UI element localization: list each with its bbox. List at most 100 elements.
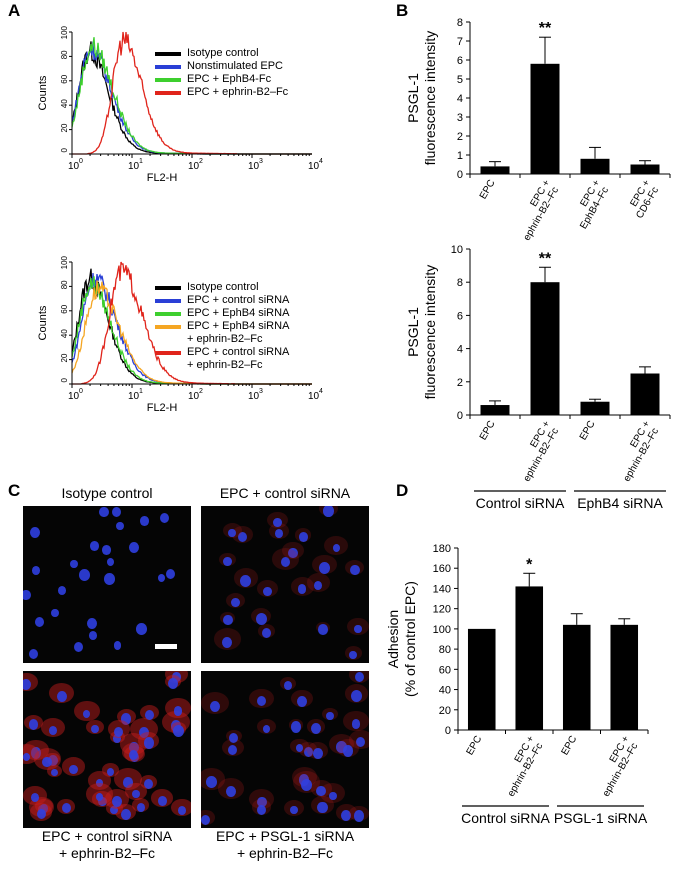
x-tick-exponent: 2 <box>199 158 203 165</box>
nucleus <box>86 618 98 630</box>
legend-label: EPC + control siRNA <box>187 346 290 358</box>
micrograph-control-sirna <box>201 506 369 663</box>
y-tick-label: 20 <box>60 123 69 132</box>
legend-swatch <box>155 312 181 316</box>
bar <box>630 373 660 415</box>
nucleus <box>297 695 308 707</box>
bar <box>580 158 610 174</box>
legend-label: Isotype control <box>187 281 259 293</box>
micrograph-control-sirna-ephrin <box>23 671 191 828</box>
group-label: PSGL-1 siRNA <box>554 810 648 826</box>
nucleus <box>341 809 352 821</box>
scale-bar <box>155 644 177 649</box>
nucleus <box>240 574 252 587</box>
nucleus <box>50 608 59 618</box>
bar-chart-b-bottom: 0 2 4 6 8 10 EPC ** EPC +ephrin-B2–Fc EPC EPC +eph… <box>405 244 671 511</box>
y-tick-label: 40 <box>60 329 69 338</box>
nucleus <box>95 779 103 788</box>
category-label-line: EPC <box>478 178 498 201</box>
legend-label: EPC + control siRNA <box>187 294 290 306</box>
bar <box>610 624 639 730</box>
nucleus <box>129 542 140 554</box>
nucleus <box>79 568 90 581</box>
nucleus <box>143 778 154 790</box>
nucleus <box>301 779 313 792</box>
x-tick-label: 10 <box>188 161 200 172</box>
legend-label: EPC + EphB4-Fc <box>187 73 272 85</box>
legend-label: EPC + ephrin-B2–Fc <box>187 86 289 98</box>
nucleus <box>88 631 97 640</box>
nucleus <box>143 737 155 749</box>
category-label-line: EPC <box>578 419 598 442</box>
nucleus <box>120 809 131 821</box>
nucleus <box>274 529 283 538</box>
nucleus <box>47 755 58 767</box>
nucleus <box>353 810 365 822</box>
x-axis-label: FL2-H <box>147 402 178 414</box>
nucleus <box>23 589 31 601</box>
legend-label: + ephrin-B2–Fc <box>187 359 263 371</box>
nucleus <box>178 805 187 815</box>
nucleus <box>172 672 181 682</box>
y-tick-label: 60 <box>60 74 69 83</box>
nucleus <box>110 805 118 815</box>
micrograph-label: + ephrin-B2–Fc <box>237 845 333 861</box>
legend-label: + ephrin-B2–Fc <box>187 333 263 345</box>
group-label: Control siRNA <box>461 810 550 826</box>
category-label: EPC <box>478 178 498 201</box>
nucleus <box>256 696 267 707</box>
y-tick-label: 160 <box>433 563 451 575</box>
nucleus <box>290 721 301 733</box>
y-tick-label: 1 <box>457 150 463 162</box>
nucleus <box>160 512 170 523</box>
nucleus <box>303 746 313 757</box>
group-label: EphB4 siRNA <box>577 495 663 511</box>
nucleus <box>104 572 115 585</box>
nucleus <box>229 733 239 744</box>
nucleus <box>116 521 124 531</box>
nucleus <box>30 526 41 538</box>
nucleus <box>113 641 122 650</box>
y-tick-label: 180 <box>433 543 451 555</box>
y-tick-label: 0 <box>60 147 69 152</box>
nucleus <box>230 597 240 608</box>
legend-swatch <box>155 78 181 82</box>
nucleus <box>139 726 150 738</box>
nucleus <box>262 628 272 639</box>
nucleus <box>61 803 71 814</box>
panel-label-a: A <box>8 1 20 20</box>
nucleus <box>121 713 132 725</box>
nucleus <box>355 672 365 683</box>
panel-label-c: C <box>8 481 20 500</box>
nucleus <box>132 789 140 799</box>
nucleus <box>91 724 99 733</box>
nucleus <box>314 580 323 590</box>
x-tick-label: 10 <box>68 391 80 402</box>
y-tick-label: 2 <box>457 377 463 389</box>
nucleus <box>263 586 272 597</box>
x-tick-label: 10 <box>248 161 260 172</box>
bar-chart-b-top: 0 1 2 3 4 5 6 7 8 EPC ** EPC +ephrin-B2–Fc EPC +EphB… <box>405 17 671 243</box>
nucleus <box>237 531 248 543</box>
nucleus <box>256 796 267 808</box>
category-label: EPC +CD6-Fc <box>625 178 662 221</box>
x-tick-exponent: 3 <box>259 388 263 395</box>
bar <box>630 164 660 174</box>
significance-marker: ** <box>539 250 552 267</box>
nucleus <box>228 528 237 538</box>
nucleus <box>89 541 99 551</box>
micrograph-isotype-control <box>23 506 191 663</box>
nucleus <box>342 745 354 757</box>
nucleus <box>28 719 39 730</box>
nucleus <box>165 569 175 580</box>
x-tick-label: 10 <box>128 391 140 402</box>
nucleus <box>173 724 185 737</box>
nucleus <box>128 741 139 753</box>
nucleus <box>73 641 84 653</box>
x-tick-exponent: 3 <box>259 158 263 165</box>
nucleus <box>114 726 124 738</box>
nucleus <box>310 722 322 735</box>
nucleus <box>135 623 147 636</box>
y-tick-label: 40 <box>439 685 451 697</box>
nucleus <box>298 584 307 594</box>
